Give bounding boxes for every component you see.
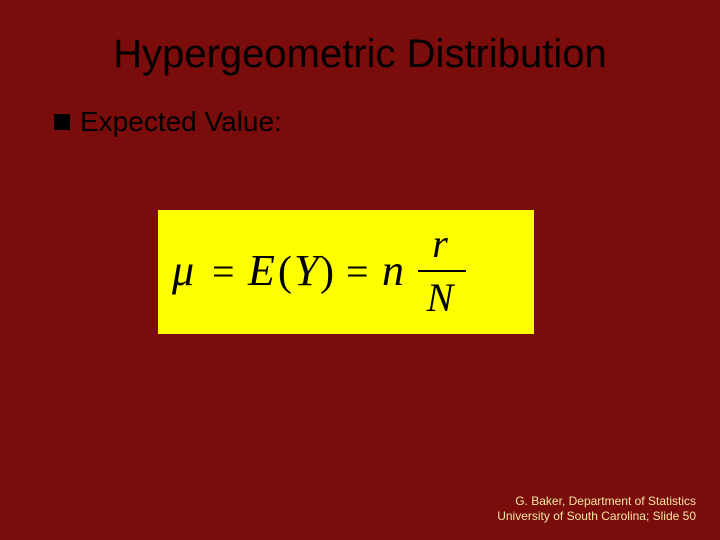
formula-eq2: = xyxy=(346,249,369,294)
formula-mu: μ xyxy=(172,246,194,295)
formula-svg: μ = E ( Y ) = n r N xyxy=(172,217,532,327)
bullet-square-icon xyxy=(54,114,70,130)
formula-Y: Y xyxy=(294,246,323,295)
footer-line2: University of South Carolina; Slide 50 xyxy=(497,509,696,524)
footer-line1: G. Baker, Department of Statistics xyxy=(497,494,696,509)
formula-eq1: = xyxy=(212,249,235,294)
bullet-text: Expected Value: xyxy=(80,106,282,138)
formula-N: N xyxy=(426,275,456,320)
formula-box: μ = E ( Y ) = n r N xyxy=(158,210,534,334)
formula-r: r xyxy=(432,221,448,266)
slide: Hypergeometric Distribution Expected Val… xyxy=(0,0,720,540)
formula-rparen: ) xyxy=(320,249,334,295)
slide-title: Hypergeometric Distribution xyxy=(0,32,720,77)
formula-E: E xyxy=(247,246,275,295)
bullet-row: Expected Value: xyxy=(54,106,282,138)
formula-n: n xyxy=(382,246,404,295)
formula-lparen: ( xyxy=(278,249,292,295)
footer: G. Baker, Department of Statistics Unive… xyxy=(497,494,696,524)
